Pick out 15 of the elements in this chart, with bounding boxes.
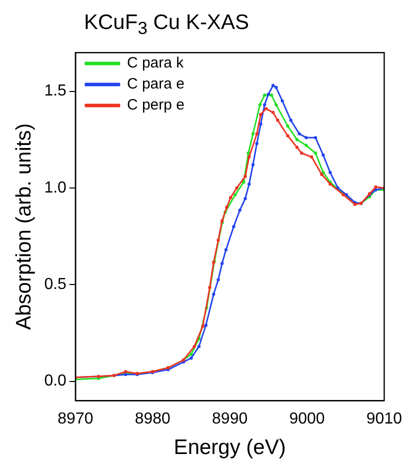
x-tick-label: 9010 [366,410,402,428]
y-axis-title: Absorption (arb. units) [12,123,36,330]
y-tick-label: 1.5 [44,82,67,100]
x-tick-label: 8970 [58,410,94,428]
chart-title: KCuF$_{3}$ Cu K-XAS [83,10,250,40]
legend-label: C para k [126,54,184,72]
legend-label: C perp e [126,96,184,114]
y-tick-label: 0.0 [44,372,67,390]
x-tick-label: 8990 [212,410,248,428]
x-axis-title: Energy (eV) [174,436,286,460]
x-tick-label: 8980 [134,410,171,428]
x-tick-label: 9000 [289,410,325,428]
y-tick-label: 0.5 [44,276,67,294]
y-tick-label: 1.0 [44,179,67,196]
legend-label: C para e [126,76,184,93]
